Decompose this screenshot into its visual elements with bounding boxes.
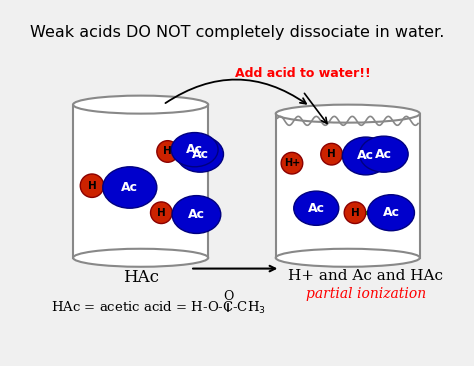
Ellipse shape (342, 137, 389, 175)
Ellipse shape (321, 143, 342, 165)
Ellipse shape (368, 195, 414, 231)
Ellipse shape (73, 249, 208, 267)
Text: Ac: Ac (308, 202, 325, 215)
Text: Ac: Ac (121, 181, 138, 194)
Text: Ac: Ac (375, 147, 392, 161)
Text: Add acid to water!!: Add acid to water!! (235, 67, 371, 79)
Text: HAc: HAc (123, 269, 159, 287)
Text: H: H (327, 149, 336, 159)
Ellipse shape (151, 202, 172, 224)
Text: Ac: Ac (383, 206, 400, 219)
Ellipse shape (171, 132, 218, 167)
Ellipse shape (276, 105, 420, 123)
Text: Ac: Ac (191, 147, 209, 161)
Text: H+ and Ac and HAc: H+ and Ac and HAc (288, 269, 443, 284)
Ellipse shape (359, 136, 408, 172)
Text: O: O (223, 290, 233, 303)
Ellipse shape (157, 141, 178, 162)
Text: H+: H+ (284, 158, 300, 168)
Text: H: H (157, 208, 166, 218)
Ellipse shape (294, 191, 339, 225)
Ellipse shape (177, 136, 223, 172)
Text: H: H (163, 146, 172, 157)
Ellipse shape (172, 195, 221, 234)
Polygon shape (73, 105, 208, 258)
Ellipse shape (276, 249, 420, 267)
Text: partial ionization: partial ionization (306, 287, 426, 300)
Text: Ac: Ac (188, 208, 205, 221)
Text: HAc = acetic acid = H-O-C-CH$_3$: HAc = acetic acid = H-O-C-CH$_3$ (51, 300, 265, 316)
Text: H: H (351, 208, 359, 218)
Polygon shape (276, 113, 420, 258)
Text: Ac: Ac (357, 149, 374, 163)
Ellipse shape (73, 96, 208, 113)
Text: H: H (88, 181, 96, 191)
Ellipse shape (80, 174, 104, 197)
Text: Ac: Ac (186, 143, 203, 156)
Ellipse shape (103, 167, 157, 208)
Ellipse shape (344, 202, 366, 224)
Text: Weak acids DO NOT completely dissociate in water.: Weak acids DO NOT completely dissociate … (30, 25, 444, 40)
Ellipse shape (281, 152, 303, 174)
